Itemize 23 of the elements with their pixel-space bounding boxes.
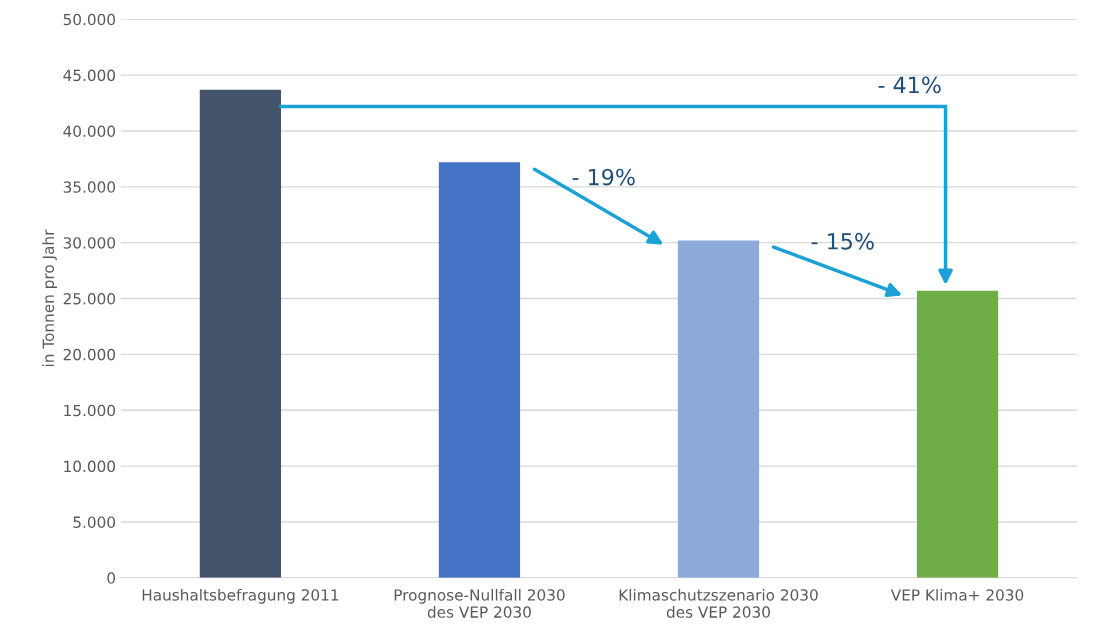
- bar: [199, 89, 282, 578]
- x-tick-label: VEP Klima+ 2030: [890, 588, 1024, 601]
- y-tick-label: 25.000: [63, 293, 116, 305]
- y-tick-label: 0: [107, 572, 116, 584]
- y-tick-label: 10.000: [64, 460, 116, 473]
- x-tick-label: Haushaltsbefragung 2011: [142, 588, 339, 604]
- y-tick-label: 45.000: [63, 69, 116, 82]
- x-tick-label: Klimaschutzszenario 2030 des VEP 2030: [619, 588, 818, 618]
- y-axis-title: in Tonnen pro Jahr: [42, 229, 58, 367]
- y-tick-label: 20.000: [63, 348, 116, 361]
- y-tick-label: 5.000: [73, 516, 116, 528]
- y-tick-label: 50.000: [63, 13, 116, 26]
- y-tick-label: 40.000: [63, 125, 116, 137]
- y-tick-label: 35.000: [63, 181, 116, 193]
- bar: [438, 162, 521, 578]
- annotation: - 19%: [572, 168, 635, 186]
- annotation: - 41%: [878, 76, 941, 94]
- bar: [916, 290, 999, 578]
- y-tick-label: 15.000: [64, 404, 116, 417]
- x-tick-label: Prognose-Nullfall 2030 des VEP 2030: [394, 588, 565, 618]
- annotation: - 15%: [811, 232, 874, 250]
- y-tick-label: 30.000: [63, 237, 116, 249]
- bar: [677, 240, 760, 578]
